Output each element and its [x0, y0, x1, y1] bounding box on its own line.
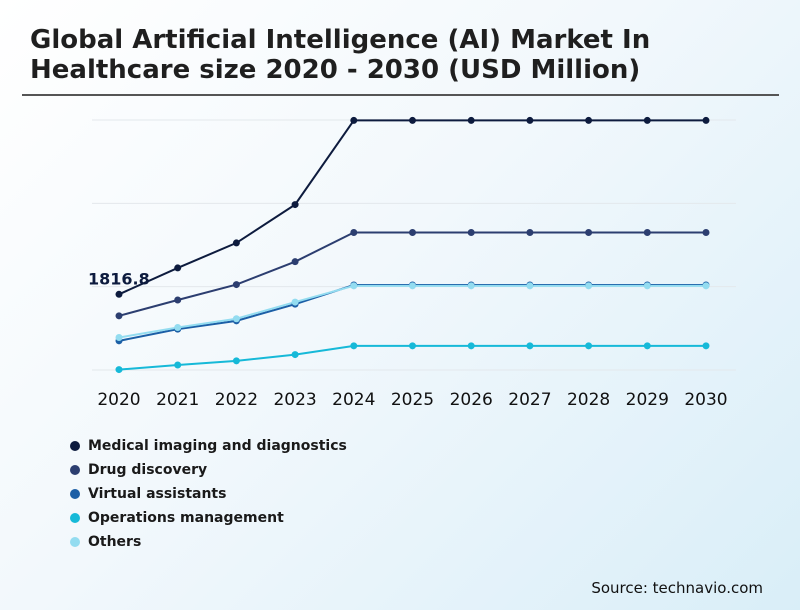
data-point — [467, 282, 475, 290]
legend-label: Medical imaging and diagnostics — [88, 438, 347, 454]
legend-marker-icon — [70, 537, 80, 547]
x-tick-label: 2025 — [391, 390, 434, 410]
data-point — [526, 282, 534, 290]
data-point — [409, 342, 416, 350]
data-point — [643, 282, 651, 290]
data-point — [526, 342, 534, 350]
data-point — [115, 366, 123, 374]
legend-marker-icon — [70, 465, 80, 475]
gridlines — [92, 119, 736, 371]
x-tick-label: 2020 — [97, 390, 140, 410]
data-point — [291, 351, 299, 359]
legend: Medical imaging and diagnostics Drug disc… — [70, 434, 347, 554]
data-point — [174, 296, 182, 304]
x-tick-label: 2030 — [684, 390, 727, 410]
series-line — [118, 284, 706, 342]
x-tick-label: 2027 — [508, 390, 551, 410]
series-line — [118, 119, 706, 296]
x-tick-label: 2028 — [567, 390, 610, 410]
legend-item: Virtual assistants — [70, 482, 347, 506]
legend-marker-icon — [70, 489, 80, 499]
x-tick-label: 2024 — [332, 390, 375, 410]
legend-marker-icon — [70, 513, 80, 523]
data-point — [526, 116, 534, 124]
legend-label: Virtual assistants — [88, 486, 227, 502]
series-line — [118, 344, 706, 371]
data-point — [467, 116, 475, 124]
legend-marker-icon — [70, 441, 80, 451]
data-point — [526, 229, 534, 236]
data-point — [174, 361, 182, 369]
legend-label: Others — [88, 534, 142, 550]
series-points — [115, 116, 710, 374]
data-point — [291, 201, 299, 209]
data-point — [174, 264, 182, 272]
legend-item: Operations management — [70, 506, 347, 530]
data-point — [115, 334, 123, 341]
source-note: Source: technavio.com — [591, 579, 763, 597]
data-point — [409, 229, 416, 236]
legend-item: Others — [70, 530, 347, 554]
x-tick-label: 2023 — [273, 390, 316, 410]
x-tick-label: 2021 — [156, 390, 199, 410]
data-point — [232, 315, 240, 323]
data-point — [585, 229, 593, 236]
legend-item: Drug discovery — [70, 458, 347, 482]
data-point — [232, 281, 240, 289]
data-point — [702, 229, 710, 236]
data-point — [291, 298, 299, 306]
series-line — [118, 284, 706, 339]
data-point — [232, 357, 240, 365]
data-point — [350, 282, 358, 290]
chart-title: Global Artificial Intelligence (AI) Mark… — [30, 25, 651, 85]
data-point — [585, 282, 593, 290]
x-tick-label: 2029 — [626, 390, 669, 410]
data-point — [350, 116, 358, 124]
data-point — [585, 116, 593, 124]
data-point — [409, 116, 416, 124]
legend-label: Drug discovery — [88, 462, 208, 478]
data-point — [702, 116, 710, 124]
data-point — [702, 282, 710, 290]
series-line — [118, 231, 706, 317]
data-point — [643, 116, 651, 124]
data-point — [232, 239, 240, 247]
data-point — [643, 342, 651, 350]
legend-item: Medical imaging and diagnostics — [70, 434, 347, 458]
data-point — [409, 282, 416, 290]
series-lines — [118, 119, 706, 371]
data-point — [467, 229, 475, 236]
data-point — [115, 312, 123, 320]
data-labels: 1816.8 — [88, 269, 150, 288]
data-point — [585, 342, 593, 350]
data-point — [291, 258, 299, 266]
data-point — [702, 342, 710, 350]
data-label: 1816.8 — [88, 269, 150, 288]
legend-label: Operations management — [88, 510, 284, 526]
data-point — [174, 324, 182, 331]
data-point — [350, 229, 358, 236]
data-point — [467, 342, 475, 350]
x-tick-label: 2026 — [450, 390, 493, 410]
data-point — [115, 290, 123, 298]
x-axis-ticks: 2020 2021 2022 2023 2024 2025 2026 2027 2028 2029… — [97, 390, 727, 410]
line-chart: 2020 2021 2022 2023 2024 2025 2026 2027 2028 2029… — [88, 116, 736, 410]
data-point — [350, 342, 358, 350]
title-divider — [22, 94, 779, 96]
x-tick-label: 2022 — [215, 390, 258, 410]
data-point — [643, 229, 651, 236]
